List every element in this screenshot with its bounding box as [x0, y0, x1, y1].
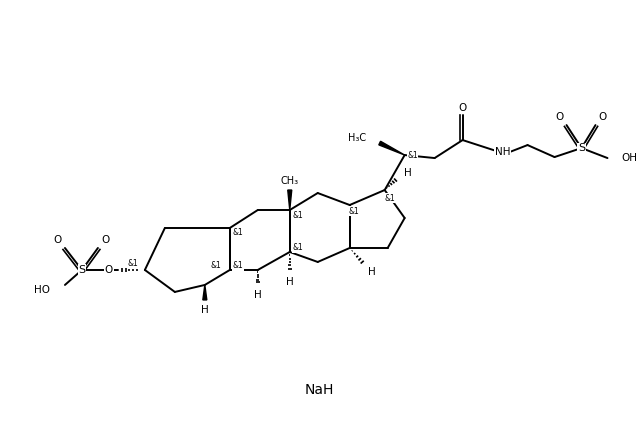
Text: S: S — [78, 265, 86, 275]
Text: O: O — [458, 103, 467, 113]
Text: H: H — [286, 277, 294, 287]
Text: NaH: NaH — [305, 383, 335, 397]
Text: H: H — [404, 168, 412, 178]
Text: H: H — [368, 267, 376, 277]
Text: CH₃: CH₃ — [281, 176, 299, 186]
Text: H₃C: H₃C — [348, 133, 365, 143]
Text: &1: &1 — [292, 244, 303, 252]
Text: H: H — [254, 290, 262, 300]
Text: &1: &1 — [127, 259, 138, 268]
Text: O: O — [102, 235, 110, 245]
Text: &1: &1 — [232, 261, 243, 270]
Text: O: O — [556, 112, 564, 122]
Text: O: O — [598, 112, 607, 122]
Polygon shape — [379, 141, 404, 155]
Polygon shape — [203, 285, 207, 300]
Text: H: H — [201, 305, 209, 315]
Text: &1: &1 — [232, 229, 243, 237]
Text: &1: &1 — [211, 261, 221, 270]
Text: OH: OH — [621, 153, 637, 163]
Text: HO: HO — [34, 285, 50, 295]
Text: &1: &1 — [384, 194, 395, 202]
Text: NH: NH — [495, 147, 510, 157]
Text: &1: &1 — [292, 211, 303, 219]
Text: O: O — [105, 265, 113, 275]
Text: &1: &1 — [348, 206, 359, 215]
Text: S: S — [578, 143, 585, 153]
Text: &1: &1 — [407, 151, 418, 159]
Polygon shape — [288, 190, 292, 210]
Text: O: O — [54, 235, 62, 245]
